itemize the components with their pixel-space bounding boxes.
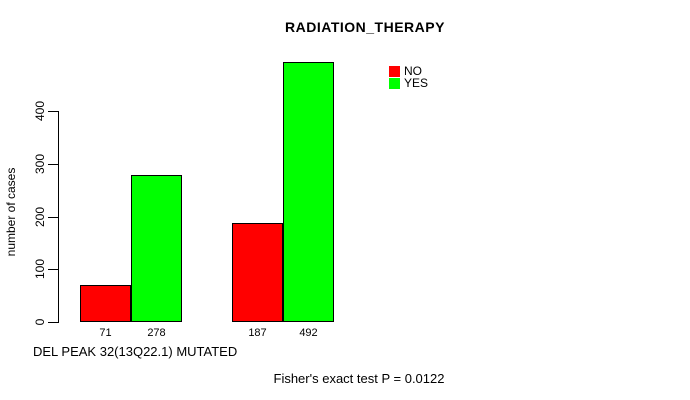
y-tick-label: 100	[33, 259, 47, 280]
y-axis-tick	[48, 163, 58, 165]
bar-no-group1	[80, 284, 131, 322]
y-axis-tick	[48, 269, 58, 271]
legend-label: YES	[404, 76, 429, 90]
bar-yes-group2	[283, 62, 334, 322]
x-axis-label: DEL PEAK 32(13Q22.1) MUTATED	[33, 344, 238, 359]
y-axis-line	[58, 111, 59, 323]
bar-value-label: 71	[99, 327, 112, 339]
legend-swatch-no	[389, 66, 400, 77]
bar-value-label: 492	[299, 327, 318, 339]
y-tick-label: 400	[33, 100, 47, 122]
bar-no-group2	[232, 223, 283, 322]
y-axis-tick	[48, 111, 58, 112]
y-tick-label: 300	[33, 153, 47, 174]
y-axis-tick	[48, 216, 58, 218]
y-axis-tick	[48, 322, 58, 323]
bar-yes-group1	[131, 175, 182, 322]
fisher-test-note: Fisher's exact test P = 0.0122	[273, 371, 445, 386]
y-tick-label: 200	[33, 206, 47, 227]
chart-title: RADIATION_THERAPY	[285, 19, 445, 35]
bar-value-label: 187	[248, 327, 267, 339]
legend-label: NO	[404, 64, 422, 78]
bar-value-label: 278	[147, 327, 166, 339]
y-tick-label: 0	[33, 318, 47, 326]
legend-swatch-yes	[389, 78, 400, 89]
y-axis-label: number of cases	[4, 167, 18, 257]
